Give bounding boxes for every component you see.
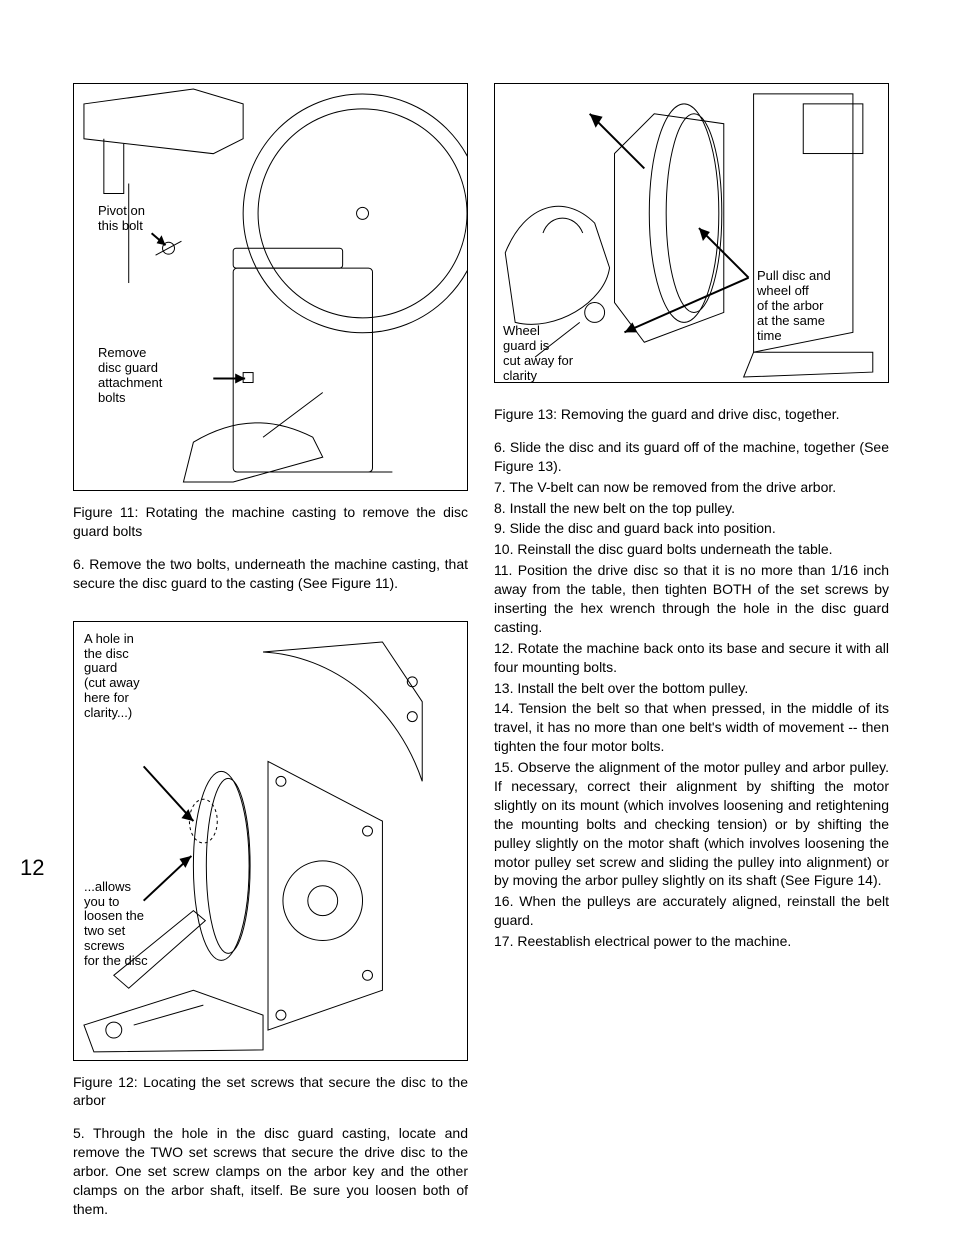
figure-11-image: Pivot on this bolt Remove disc guard att…: [73, 83, 468, 491]
step-10: 10. Reinstall the disc guard bolts under…: [494, 540, 889, 559]
step-12: 12. Rotate the machine back onto its bas…: [494, 639, 889, 677]
step-6: 6. Slide the disc and its guard off of t…: [494, 438, 889, 476]
right-column: Pull disc and wheel off of the arbor at …: [494, 83, 889, 1219]
step-16: 16. When the pulleys are accurately alig…: [494, 892, 889, 930]
step-11: 11. Position the drive disc so that it i…: [494, 561, 889, 637]
fig12-callout-allows: ...allows you to loosen the two set scre…: [84, 880, 148, 970]
left-column: Pivot on this bolt Remove disc guard att…: [73, 83, 468, 1219]
figure-13-caption: Figure 13: Removing the guard and drive …: [494, 405, 889, 424]
step-14: 14. Tension the belt so that when presse…: [494, 699, 889, 756]
page-number: 12: [20, 855, 44, 881]
fig11-callout-remove: Remove disc guard attachment bolts: [98, 346, 162, 406]
figure-12-image: A hole in the disc guard (cut away here …: [73, 621, 468, 1061]
fig13-callout-pull: Pull disc and wheel off of the arbor at …: [757, 269, 831, 344]
figure-11-caption: Figure 11: Rotating the machine casting …: [73, 503, 468, 541]
fig13-callout-wheelguard: Wheel guard is cut away for clarity: [503, 324, 573, 383]
fig11-followup-para: 6. Remove the two bolts, underneath the …: [73, 555, 468, 593]
step-8: 8. Install the new belt on the top pulle…: [494, 499, 889, 518]
fig12-callout-hole: A hole in the disc guard (cut away here …: [84, 632, 140, 722]
figure-12-caption: Figure 12: Locating the set screws that …: [73, 1073, 468, 1111]
step-7: 7. The V-belt can now be removed from th…: [494, 478, 889, 497]
figure-13-image: Pull disc and wheel off of the arbor at …: [494, 83, 889, 383]
step-13: 13. Install the belt over the bottom pul…: [494, 679, 889, 698]
step-15: 15. Observe the alignment of the motor p…: [494, 758, 889, 890]
step-17: 17. Reestablish electrical power to the …: [494, 932, 889, 951]
fig11-callout-pivot: Pivot on this bolt: [98, 204, 145, 234]
fig12-followup-para: 5. Through the hole in the disc guard ca…: [73, 1124, 468, 1218]
step-9: 9. Slide the disc and guard back into po…: [494, 519, 889, 538]
page-content: Pivot on this bolt Remove disc guard att…: [73, 83, 889, 1219]
